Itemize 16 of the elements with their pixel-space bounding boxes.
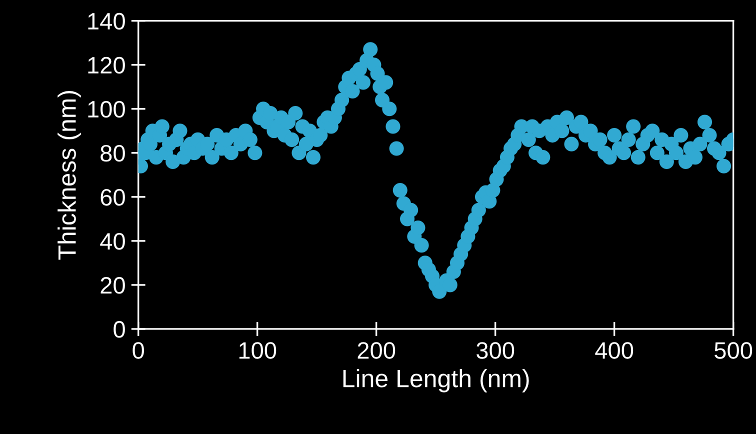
x-tick-label: 500	[714, 342, 752, 359]
y-tick-label: 20	[100, 277, 125, 294]
y-tick-label: 140	[88, 12, 125, 30]
x-tick-label: 0	[132, 342, 144, 359]
y-tick-label: 80	[100, 144, 125, 162]
x-tick-label: 300	[476, 342, 514, 359]
x-axis-title: Line Length (nm)	[343, 369, 529, 392]
x-tick-label: 400	[595, 342, 634, 359]
y-tick-label: 60	[100, 188, 125, 206]
y-tick-label: 120	[88, 56, 125, 74]
x-tick-label: 100	[239, 342, 276, 359]
y-tick-label: 0	[114, 321, 125, 338]
y-axis-title: Thickness (nm)	[58, 91, 81, 260]
y-tick-label: 40	[100, 233, 125, 250]
y-tick-label: 100	[88, 100, 125, 118]
x-tick-label: 200	[358, 342, 396, 359]
